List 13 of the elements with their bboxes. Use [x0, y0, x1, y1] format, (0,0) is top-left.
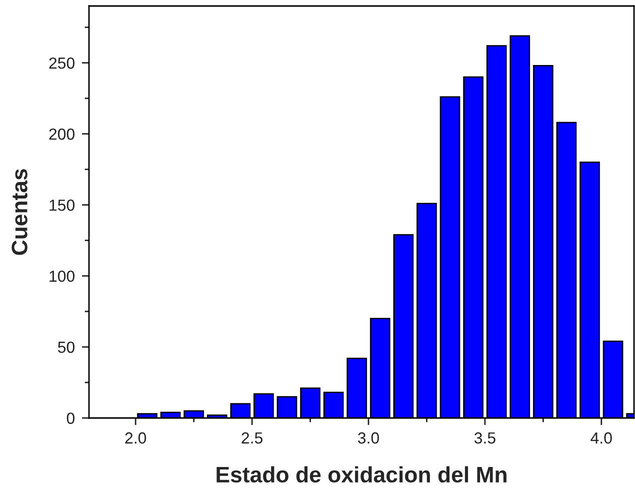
y-tick-label: 200 [49, 128, 74, 140]
x-axis-title: Estado de oxidacion del Mn [216, 466, 506, 483]
y-tick-label: 100 [50, 270, 74, 282]
x-tick-label: 3.5 [474, 432, 496, 444]
y-tick-label: 250 [49, 57, 74, 69]
x-tick-label: 3.0 [358, 432, 379, 444]
x-tick-label: 2.5 [242, 432, 262, 444]
y-tick-label: 50 [58, 342, 74, 353]
x-tick-label: 2.0 [125, 432, 146, 444]
x-tick-label: 4.0 [590, 432, 612, 444]
y-tick-label: 150 [50, 200, 74, 211]
y-tick-label: 0 [66, 412, 74, 424]
y-axis-title: Cuentas [12, 169, 28, 255]
